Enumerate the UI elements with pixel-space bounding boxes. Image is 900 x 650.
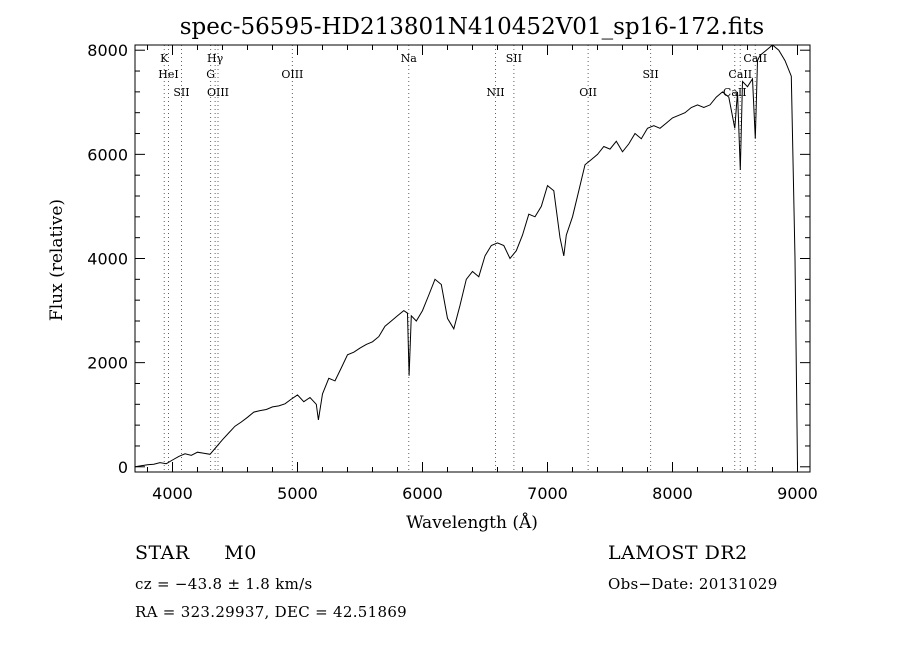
x-tick-label: 5000	[277, 484, 318, 503]
spectral-line-label: Na	[401, 52, 418, 65]
survey-name: LAMOST DR2	[608, 542, 748, 564]
spectral-subclass: M0	[224, 542, 257, 564]
spectral-line-label: G	[206, 68, 215, 81]
spectral-line-label: OIII	[281, 68, 303, 81]
spectral-line-label: Hγ	[207, 52, 224, 65]
y-axis-label: Flux (relative)	[47, 199, 67, 321]
spectral-line-label: OII	[579, 86, 597, 99]
spectral-line-label: OIII	[207, 86, 229, 99]
x-tick-label: 4000	[152, 484, 193, 503]
y-tick-label: 6000	[87, 145, 128, 164]
spectral-line-label: SII	[173, 86, 189, 99]
plot-frame	[134, 44, 811, 473]
spectral-line-label: HeI	[158, 68, 178, 81]
spectral-line-label: SII	[643, 68, 659, 81]
radial-velocity: cz = −43.8 ± 1.8 km/s	[135, 575, 313, 593]
observation-date: Obs−Date: 20131029	[608, 575, 778, 593]
x-tick-label: 8000	[652, 484, 693, 503]
x-tick-label: 6000	[402, 484, 443, 503]
spectrum-line	[134, 44, 798, 468]
object-class-label: STAR M0	[135, 542, 257, 564]
y-tick-label: 2000	[87, 354, 128, 373]
y-tick-label: 0	[118, 458, 128, 477]
x-tick-label: 9000	[777, 484, 818, 503]
object-class: STAR	[135, 542, 190, 564]
x-axis-label: Wavelength (Å)	[406, 512, 538, 533]
spectral-line-label: CaII	[723, 86, 747, 99]
spectral-line-label: K	[160, 52, 169, 65]
coordinates: RA = 323.29937, DEC = 42.51869	[135, 603, 408, 621]
chart-title: spec-56595-HD213801N410452V01_sp16-172.f…	[180, 14, 765, 40]
spectral-line-label: SII	[506, 52, 522, 65]
y-tick-label: 4000	[87, 250, 128, 269]
spectral-line-label: CaII	[743, 52, 767, 65]
spectral-line-label: NII	[486, 86, 504, 99]
y-tick-label: 8000	[87, 41, 128, 60]
spectral-line-label: CaII	[728, 68, 752, 81]
x-tick-label: 7000	[527, 484, 568, 503]
